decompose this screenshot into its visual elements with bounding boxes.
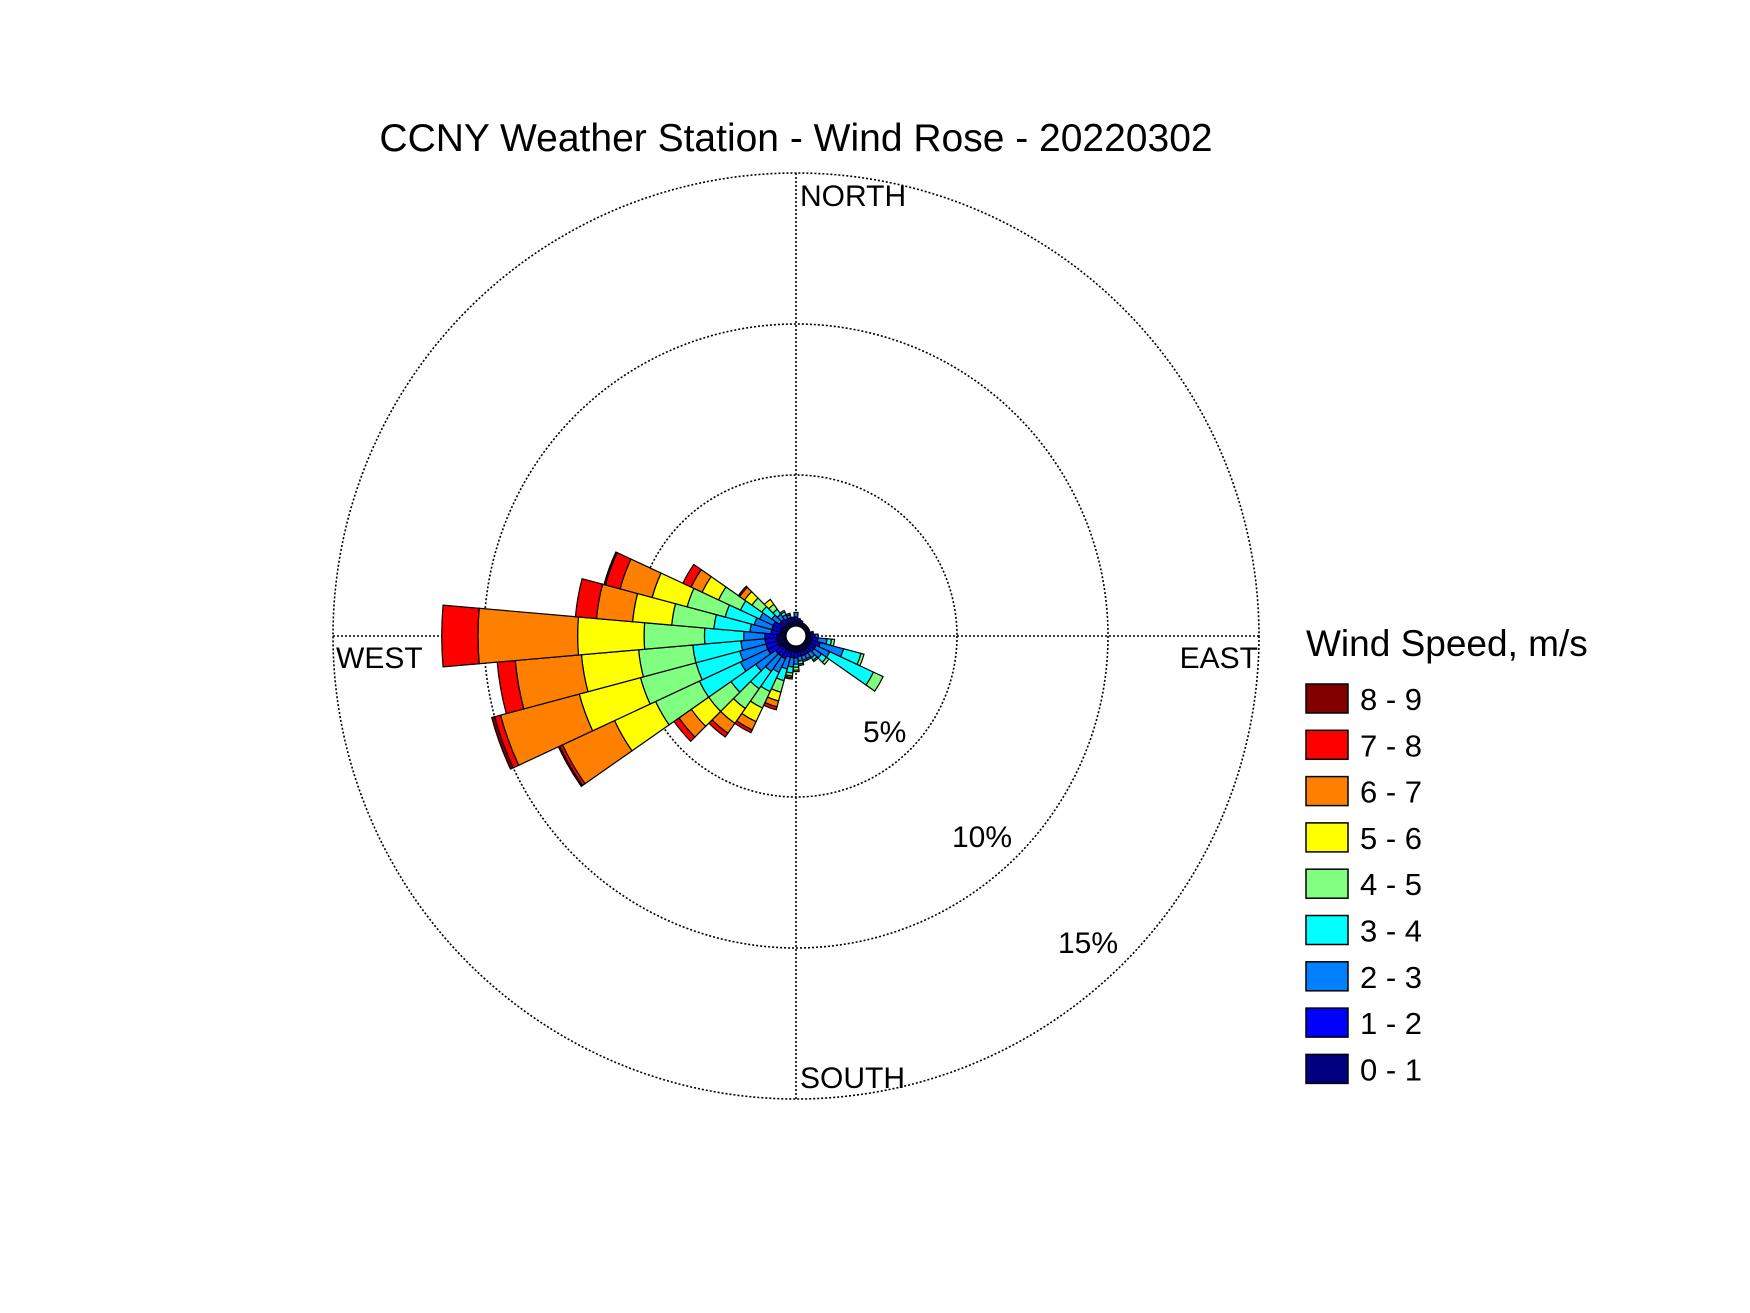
wedge-dir300-bin7: [682, 563, 703, 588]
legend-label-5: 3 - 4: [1360, 914, 1422, 949]
legend-swatch-4: [1305, 868, 1349, 899]
legend-swatch-3: [1305, 822, 1349, 853]
legend-label-6: 2 - 3: [1360, 960, 1422, 995]
wedge-dir310-bin7: [737, 585, 749, 598]
legend: Wind Speed, m/s 8 - 9 7 - 8 6 - 7 5 - 6 4 - …: [1305, 623, 1588, 1087]
ring-label-10: 10%: [952, 821, 1012, 854]
wedge-dir270-bin5: [577, 616, 646, 656]
legend-label-7: 1 - 2: [1360, 1006, 1422, 1041]
legend-swatch-8: [1305, 1053, 1349, 1085]
wind-sectors: [441, 551, 884, 788]
legend-swatch-1: [1305, 729, 1349, 761]
wedge-dir320-bin5: [763, 598, 775, 610]
west-label: WEST: [336, 642, 423, 675]
center-hole: [785, 625, 807, 647]
wedge-dir270-bin7: [441, 604, 480, 668]
wedge-dir280-bin7: [574, 577, 604, 620]
wedge-dir270-bin6: [477, 607, 580, 665]
legend-label-8: 0 - 1: [1360, 1052, 1422, 1087]
legend-label-1: 7 - 8: [1360, 728, 1422, 763]
wedge-dir180-bin5: [792, 669, 800, 673]
legend-label-2: 6 - 7: [1360, 775, 1422, 810]
wedge-dir350-bin2: [790, 616, 796, 620]
wedge-dir130-bin4: [821, 656, 830, 666]
wedge-dir120-bin4: [865, 671, 884, 692]
legend-label-3: 5 - 6: [1360, 821, 1422, 856]
wedge-dir140-bin4: [812, 656, 819, 663]
legend-swatch-6: [1305, 961, 1349, 992]
legend-label-4: 4 - 5: [1360, 867, 1422, 902]
south-label: SOUTH: [800, 1062, 905, 1095]
legend-swatch-2: [1305, 775, 1349, 807]
wedge-dir250-bin8: [490, 716, 515, 770]
north-label: NORTH: [800, 180, 906, 213]
legend-title: Wind Speed, m/s: [1306, 623, 1588, 664]
ring-label-15: 15%: [1058, 927, 1118, 960]
wedge-dir290-bin8: [603, 551, 619, 586]
wedge-dir170-bin4: [797, 662, 805, 667]
wedge-dir330-bin4: [779, 609, 786, 616]
chart-title: CCNY Weather Station - Wind Rose - 20220…: [379, 117, 1212, 160]
legend-swatch-7: [1305, 1007, 1349, 1038]
legend-swatch-0: [1305, 683, 1349, 714]
east-label: EAST: [1180, 642, 1258, 675]
ring-label-5: 5%: [863, 716, 906, 749]
grid-ring-10: [483, 323, 1109, 949]
wedge-dir0-bin2: [793, 611, 799, 618]
legend-label-0: 8 - 9: [1360, 682, 1422, 717]
wedge-dir340-bin3: [785, 612, 792, 617]
legend-swatch-5: [1305, 914, 1349, 946]
